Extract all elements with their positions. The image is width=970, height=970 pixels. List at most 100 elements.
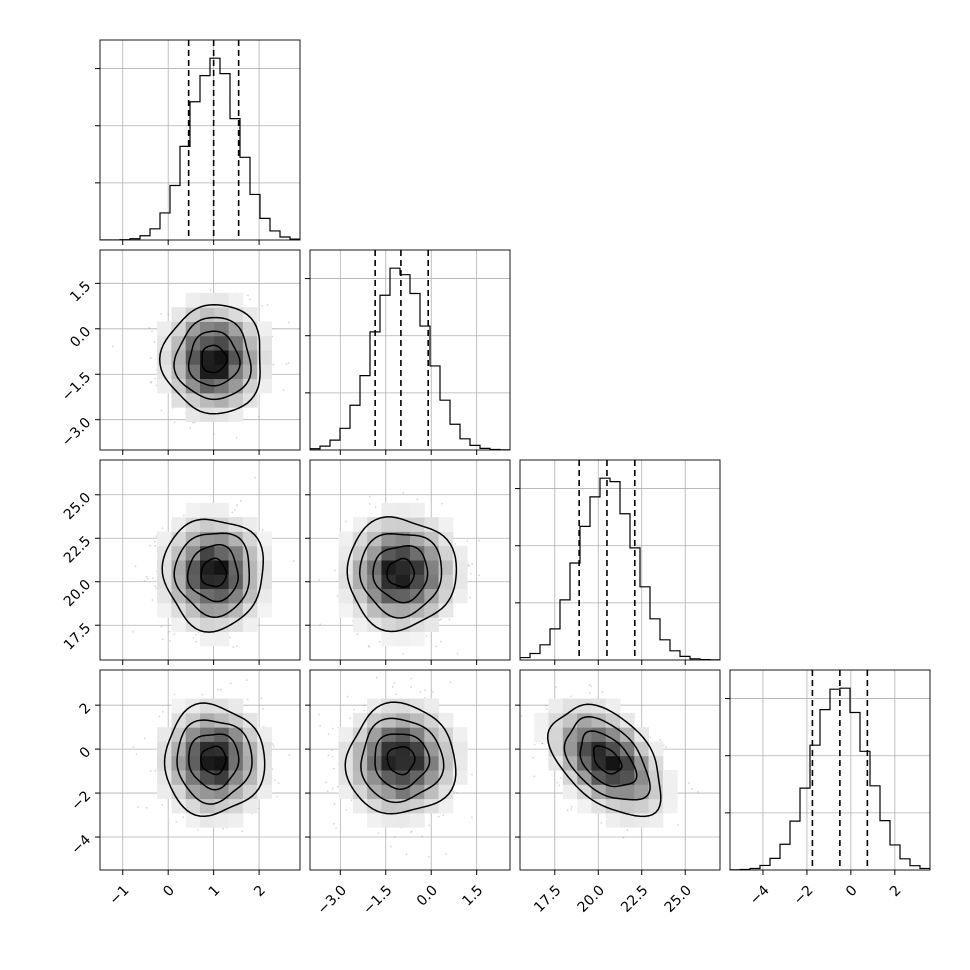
- density-cell: [620, 712, 635, 728]
- scatter-point: [326, 790, 329, 793]
- density-cell: [338, 602, 354, 618]
- scatter-point: [402, 492, 405, 494]
- scatter-point: [154, 585, 157, 588]
- density-cell: [438, 517, 454, 532]
- density-cell: [157, 531, 172, 547]
- y-tick-label: 22.5: [61, 533, 94, 566]
- scatter-point: [664, 746, 667, 749]
- density-cell: [171, 617, 187, 632]
- scatter-point: [333, 569, 336, 572]
- scatter-point: [471, 816, 473, 819]
- density-cell: [185, 798, 201, 814]
- scatter-point: [175, 820, 178, 823]
- density-cell: [338, 574, 354, 590]
- scatter-point: [197, 829, 199, 831]
- y-tick-label: 0: [77, 744, 95, 762]
- density-cell: [157, 588, 172, 604]
- density-cell: [634, 812, 650, 828]
- scatter-point: [469, 572, 472, 575]
- scatter-point: [456, 652, 459, 655]
- panel-content: [100, 460, 300, 660]
- contour-line: [372, 545, 429, 604]
- density-cell: [228, 770, 244, 785]
- density-cell: [200, 617, 215, 632]
- density-cell: [367, 812, 382, 828]
- scatter-point: [245, 679, 248, 681]
- scatter-point: [154, 377, 157, 380]
- x-tick-label: 22.5: [618, 882, 651, 915]
- scatter-point: [438, 619, 441, 622]
- scatter-point: [570, 805, 573, 808]
- y-tick-label: 0.0: [67, 324, 94, 351]
- scatter-point: [182, 816, 185, 818]
- density-cell: [410, 798, 425, 814]
- scatter-point: [454, 543, 457, 545]
- density-cell: [214, 712, 230, 728]
- scatter-point: [506, 751, 508, 753]
- scatter-point: [377, 832, 380, 835]
- scatter-point: [149, 544, 151, 547]
- scatter-point: [541, 742, 544, 745]
- scatter-point: [246, 294, 249, 297]
- scatter-point: [445, 853, 447, 855]
- x-tick-label: 0: [843, 882, 861, 900]
- density-cell: [338, 588, 354, 604]
- density-cell: [381, 545, 397, 561]
- density-cell: [662, 784, 678, 800]
- density-cell: [452, 560, 468, 575]
- y-tick-label: 2: [77, 700, 95, 718]
- scatter-point: [169, 640, 171, 642]
- scatter-point: [260, 697, 263, 700]
- density-cell: [605, 798, 621, 814]
- density-cell: [620, 812, 635, 828]
- scatter-point: [274, 779, 276, 781]
- scatter-point: [335, 826, 337, 829]
- density-cell: [352, 727, 368, 742]
- scatter-point: [145, 806, 148, 809]
- density-cell: [242, 321, 258, 337]
- scatter-point: [555, 685, 558, 688]
- density-cell: [438, 755, 454, 771]
- scatter-point: [442, 814, 445, 817]
- density-cell: [185, 588, 201, 604]
- scatter-point: [235, 436, 238, 439]
- density-cell: [200, 784, 215, 800]
- density-cell: [410, 545, 425, 561]
- scatter-point: [143, 580, 146, 583]
- density-cell: [620, 770, 635, 785]
- density-cell: [352, 755, 368, 771]
- density-cell: [410, 812, 425, 828]
- density-cell: [171, 364, 187, 380]
- density-cell: [214, 545, 230, 561]
- scatter-point: [161, 527, 164, 530]
- density-cell: [662, 770, 678, 785]
- density-cell: [242, 574, 258, 590]
- x-tick-label: 20.0: [575, 882, 608, 915]
- y-tick-label: 17.5: [61, 620, 94, 653]
- density-cell: [185, 784, 201, 800]
- density-cell: [214, 502, 230, 518]
- density-cell: [605, 770, 621, 785]
- density-cell: [352, 531, 368, 547]
- density-cell: [200, 517, 215, 532]
- contour-line: [386, 557, 416, 588]
- density-cell: [381, 698, 397, 714]
- scatter-point: [424, 689, 427, 691]
- contour-line: [579, 730, 638, 788]
- scatter-point: [532, 756, 535, 759]
- scatter-point: [402, 652, 405, 655]
- density-cell: [424, 755, 440, 771]
- contour-line: [161, 518, 265, 633]
- scatter-point: [234, 508, 236, 511]
- scatter-point: [332, 823, 335, 825]
- scatter-point: [155, 384, 158, 387]
- scatter-point: [590, 685, 592, 688]
- scatter-point: [428, 824, 431, 827]
- density-cell: [438, 798, 454, 814]
- density-cell: [214, 292, 230, 308]
- scatter-point: [160, 313, 163, 315]
- scatter-point: [375, 676, 378, 679]
- scatter-point: [469, 596, 471, 599]
- density-cell: [214, 531, 230, 547]
- density-cell: [242, 712, 258, 728]
